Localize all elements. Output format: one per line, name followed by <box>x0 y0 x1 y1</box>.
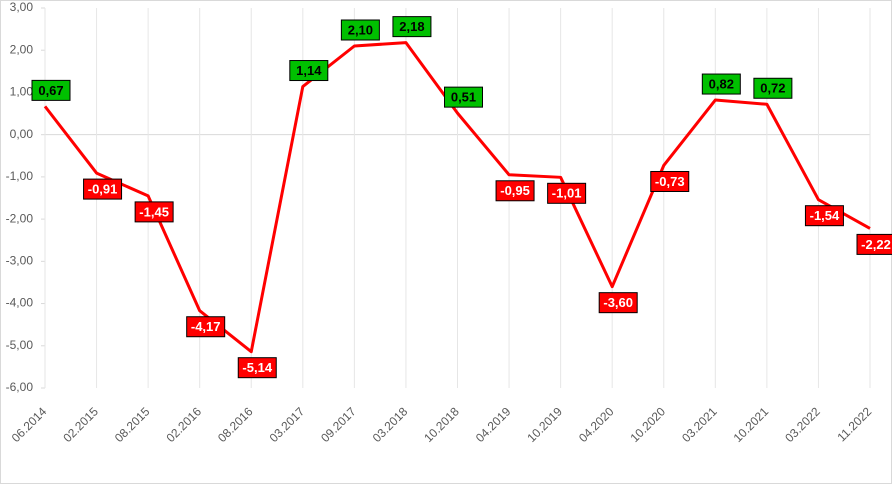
data-label-text: 2,18 <box>399 19 424 34</box>
x-tick-label: 04.2020 <box>576 404 617 445</box>
y-tick-label: -5,00 <box>6 338 34 352</box>
data-label-box <box>237 357 277 379</box>
data-label: 2,10 <box>340 19 380 41</box>
data-label: 0,82 <box>701 73 741 95</box>
data-label: 0,67 <box>31 79 71 101</box>
data-label: -4,17 <box>186 316 226 338</box>
data-label-text: -1,54 <box>810 208 840 223</box>
data-label-text: 0,82 <box>709 76 734 91</box>
data-label-box <box>134 201 174 223</box>
data-label: -1,45 <box>134 201 174 223</box>
data-label-box <box>753 77 793 99</box>
y-tick-label: 3,00 <box>10 0 34 14</box>
data-label: -1,54 <box>804 205 844 227</box>
data-label: 2,18 <box>392 16 432 38</box>
data-label: 1,14 <box>289 60 329 82</box>
data-label-box <box>598 292 638 314</box>
data-label-text: 0,51 <box>451 90 476 105</box>
x-tick-label: 02.2016 <box>163 404 204 445</box>
data-label-box <box>804 205 844 227</box>
x-tick-label: 06.2014 <box>9 404 50 445</box>
data-label-text: 0,72 <box>760 81 785 96</box>
data-label-text: -0,73 <box>655 174 685 189</box>
data-label-text: -2,22 <box>861 237 891 252</box>
data-label: -3,60 <box>598 292 638 314</box>
x-tick-label: 10.2020 <box>628 404 669 445</box>
x-tick-label: 09.2017 <box>318 404 359 445</box>
x-tick-label: 03.2018 <box>370 404 411 445</box>
data-label-text: -0,95 <box>500 183 530 198</box>
data-label-box <box>856 233 892 255</box>
data-label-box <box>83 178 123 200</box>
data-label-box <box>289 60 329 82</box>
data-label-box <box>701 73 741 95</box>
data-label-text: -1,01 <box>552 186 582 201</box>
data-label-text: 0,67 <box>38 83 63 98</box>
x-tick-label: 04.2019 <box>473 404 514 445</box>
data-label-box <box>340 19 380 41</box>
x-tick-label: 10.2018 <box>421 404 462 445</box>
data-label: -0,95 <box>495 180 535 202</box>
y-tick-label: -2,00 <box>6 211 34 225</box>
y-tick-label: 1,00 <box>10 85 34 99</box>
data-label-box <box>547 182 587 204</box>
data-label: -0,73 <box>650 170 690 192</box>
data-label-box <box>650 170 690 192</box>
data-label-text: -4,17 <box>191 319 221 334</box>
y-tick-label: -1,00 <box>6 169 34 183</box>
data-label: -5,14 <box>237 357 277 379</box>
data-label-box <box>392 16 432 38</box>
data-label-text: 1,14 <box>296 63 322 78</box>
data-label-text: -0,91 <box>88 182 118 197</box>
data-label: 0,72 <box>753 77 793 99</box>
x-tick-label: 10.2019 <box>524 404 565 445</box>
y-tick-label: -4,00 <box>6 296 34 310</box>
data-label-box <box>444 86 483 108</box>
x-tick-label: 03.2017 <box>267 404 308 445</box>
data-label-text: -3,60 <box>603 295 633 310</box>
x-tick-label: 10.2021 <box>731 404 772 445</box>
data-label-box <box>186 316 226 338</box>
data-label: -1,01 <box>547 182 587 204</box>
data-label: 0,51 <box>444 86 483 108</box>
y-tick-label: 0,00 <box>10 127 34 141</box>
data-label-box <box>495 180 535 202</box>
x-tick-label: 08.2016 <box>215 404 256 445</box>
series-line <box>43 41 871 354</box>
data-label: -2,22 <box>856 233 892 255</box>
y-tick-label: 2,00 <box>10 42 34 56</box>
x-tick-label: 03.2022 <box>782 404 823 445</box>
data-label-text: -5,14 <box>242 360 272 375</box>
data-label-text: 2,10 <box>348 22 373 37</box>
data-label-text: -1,45 <box>139 204 169 219</box>
y-tick-label: -6,00 <box>6 380 34 394</box>
x-tick-label: 02.2015 <box>60 404 101 445</box>
y-tick-label: -3,00 <box>6 254 34 268</box>
x-tick-label: 08.2015 <box>112 404 153 445</box>
data-label-box <box>31 79 71 101</box>
data-label: -0,91 <box>83 178 123 200</box>
x-tick-label: 03.2021 <box>679 404 720 445</box>
x-tick-label: 11.2022 <box>834 404 874 444</box>
